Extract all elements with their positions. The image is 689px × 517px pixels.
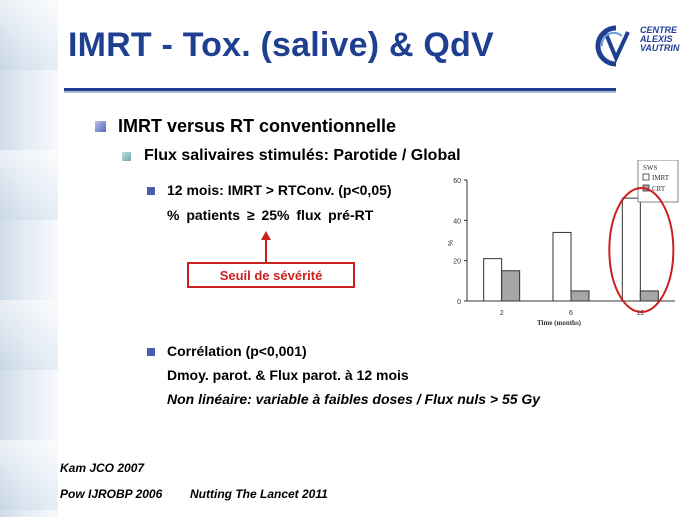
strip-band: [0, 440, 58, 510]
bar-crt-2: [501, 270, 521, 302]
point2-line1: Corrélation (p<0,001): [167, 343, 307, 359]
reference-pow: Pow IJROBP 2006: [60, 487, 163, 501]
y-tick-label: 40: [453, 218, 461, 225]
bullet-square-icon: [122, 152, 131, 161]
x-tick-label: 6: [569, 310, 573, 317]
bullet-level2: Flux salivaires stimulés: Parotide / Glo…: [144, 147, 461, 164]
point1-line2: % patients ≥ 25% flux pré-RT: [167, 207, 374, 223]
point2-line2: Dmoy. parot. & Flux parot. à 12 mois: [167, 367, 409, 383]
y-tick-label: 0: [457, 299, 461, 306]
bar-crt-12: [639, 290, 659, 302]
legend-swatch-imrt: [642, 173, 650, 181]
y-tick-label: 60: [453, 178, 461, 185]
legend-title: SWS: [643, 164, 658, 172]
title-underline: [64, 88, 616, 91]
arrow-shaft: [265, 239, 267, 262]
y-axis-label: %: [448, 240, 455, 246]
legend-label-imrt: IMRT: [652, 174, 670, 182]
slide-title: IMRT - Tox. (salive) & QdV: [68, 26, 494, 64]
saliva-flow-bar-chart: 0 20 40 60% 2 6 12 Time (months) SWS IMRT CRT: [448, 160, 679, 327]
highlight-ellipse: [608, 187, 675, 313]
bar-crt-6: [570, 290, 590, 302]
bullet-square-icon: [147, 348, 155, 356]
bullet-square-icon: [147, 187, 155, 195]
arrow-up-icon: [261, 231, 271, 240]
severity-threshold-callout: Seuil de sévérité: [187, 262, 355, 288]
x-tick-label: 12: [636, 310, 644, 317]
x-axis-label: Time (months): [537, 319, 582, 327]
title-underline-shadow: [64, 91, 616, 93]
legend-label-crt: CRT: [652, 185, 666, 193]
logo-text-line2: ALEXIS: [640, 34, 673, 44]
x-tick-label: 2: [500, 310, 504, 317]
bar-imrt-2: [483, 258, 503, 302]
reference-kam: Kam JCO 2007: [60, 461, 145, 475]
legend-box: [637, 160, 679, 203]
callout-label: Seuil de sévérité: [219, 267, 323, 283]
reference-nutting: Nutting The Lancet 2011: [190, 487, 328, 501]
strip-band: [0, 300, 58, 370]
strip-band: [0, 150, 58, 220]
point1-line1: 12 mois: IMRT > RTConv. (p<0,05): [167, 182, 392, 198]
bullet-level1: IMRT versus RT conventionnelle: [118, 116, 397, 136]
bullet-square-icon: [95, 121, 106, 132]
centre-alexis-vautrin-logo: [595, 25, 630, 67]
left-decorative-strip: [0, 0, 58, 517]
strip-band: [0, 0, 58, 70]
logo-text-line1: CENTRE: [640, 25, 678, 35]
y-tick-label: 20: [453, 259, 461, 266]
bar-imrt-6: [552, 231, 572, 302]
bar-imrt-12: [621, 197, 641, 302]
point2-line3: Non linéaire: variable à faibles doses /…: [167, 391, 541, 407]
logo-text-line3: VAUTRIN: [640, 43, 680, 53]
